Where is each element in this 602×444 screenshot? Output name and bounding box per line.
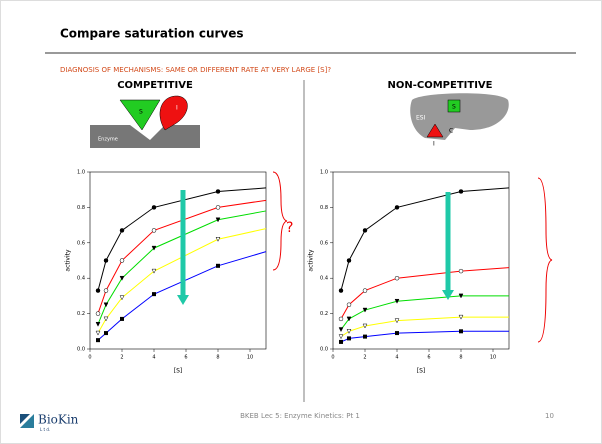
x-tick-label: 4	[395, 355, 398, 361]
x-tick-label: 4	[152, 355, 155, 361]
data-point	[395, 276, 399, 280]
data-point	[104, 331, 108, 335]
x-tick-label: 8	[216, 355, 219, 361]
data-point	[339, 340, 343, 344]
diagram-label: C	[449, 128, 453, 135]
data-point	[459, 269, 463, 273]
x-tick-label: 8	[459, 355, 462, 361]
y-tick-label: 1.0	[77, 170, 85, 176]
data-point	[96, 338, 100, 342]
data-point	[120, 317, 124, 321]
data-point	[395, 331, 399, 335]
y-tick-label: 0.6	[320, 240, 328, 246]
y-tick-label: 0.8	[320, 205, 328, 211]
diagram-label: ESI	[416, 115, 426, 122]
diagram-label: I	[176, 105, 178, 112]
data-point	[459, 329, 463, 333]
y-tick-label: 0.6	[77, 240, 85, 246]
data-point	[96, 289, 100, 293]
diagram-label: S	[452, 104, 456, 111]
diagram-label: S	[139, 109, 143, 116]
x-tick-label: 6	[427, 355, 430, 361]
chart-title: NON-COMPETITIVE	[388, 80, 493, 91]
diagram-label: I	[433, 141, 435, 148]
y-tick-label: 0.4	[77, 276, 85, 282]
data-point	[347, 336, 351, 340]
y-tick-label: 0.4	[320, 276, 328, 282]
data-point	[459, 189, 463, 193]
x-tick-label: 0	[331, 355, 334, 361]
y-tick-label: 0.2	[77, 311, 85, 317]
subtitle: DIAGNOSIS OF MECHANISMS: SAME OR DIFFERE…	[60, 66, 331, 74]
x-tick-label: 6	[184, 355, 187, 361]
y-tick-label: 0.2	[320, 311, 328, 317]
data-point	[363, 289, 367, 293]
y-axis-label: activity	[308, 249, 315, 272]
data-point	[395, 205, 399, 209]
data-point	[120, 259, 124, 263]
x-tick-label: 2	[363, 355, 366, 361]
data-point	[152, 292, 156, 296]
data-point	[339, 289, 343, 293]
y-tick-label: 1.0	[320, 170, 328, 176]
data-point	[152, 205, 156, 209]
data-point	[347, 303, 351, 307]
x-tick-label: 10	[490, 355, 496, 361]
y-tick-label: 0.0	[320, 347, 328, 353]
data-point	[120, 228, 124, 232]
footer: BKEB Lec 5: Enzyme Kinetics: Pt 1	[240, 412, 360, 420]
data-point	[339, 317, 343, 321]
x-tick-label: 2	[120, 355, 123, 361]
slide-title: Compare saturation curves	[60, 27, 244, 41]
page-number: 10	[545, 412, 554, 420]
logo-sub: L t d.	[40, 427, 50, 432]
diagram-label: Enzyme	[98, 137, 118, 143]
x-axis-label: [S]	[417, 368, 426, 375]
data-point	[363, 335, 367, 339]
y-axis-label: activity	[65, 249, 72, 272]
x-tick-label: 0	[88, 355, 91, 361]
x-tick-label: 10	[247, 355, 253, 361]
logo-text: BioKin	[38, 413, 79, 427]
slide: Compare saturation curves DIAGNOSIS OF M…	[0, 0, 602, 444]
data-point	[216, 264, 220, 268]
annotation: ?	[286, 220, 293, 236]
data-point	[152, 228, 156, 232]
x-axis-label: [S]	[174, 368, 183, 375]
data-point	[216, 205, 220, 209]
data-point	[363, 228, 367, 232]
data-point	[96, 312, 100, 316]
y-tick-label: 0.8	[77, 205, 85, 211]
data-point	[104, 259, 108, 263]
y-tick-label: 0.0	[77, 347, 85, 353]
data-point	[216, 189, 220, 193]
data-point	[104, 289, 108, 293]
chart-title: COMPETITIVE	[117, 80, 193, 91]
data-point	[347, 259, 351, 263]
